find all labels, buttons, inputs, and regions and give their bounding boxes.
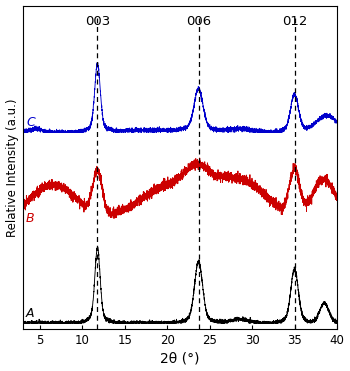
Text: B: B [26,211,35,224]
X-axis label: 2θ (°): 2θ (°) [160,351,200,365]
Text: C: C [26,116,35,129]
Text: 003: 003 [85,15,110,28]
Y-axis label: Relative Intensity (a.u.): Relative Intensity (a.u.) [6,98,19,237]
Text: 012: 012 [282,15,307,28]
Text: 006: 006 [186,15,211,28]
Text: A: A [26,307,35,320]
